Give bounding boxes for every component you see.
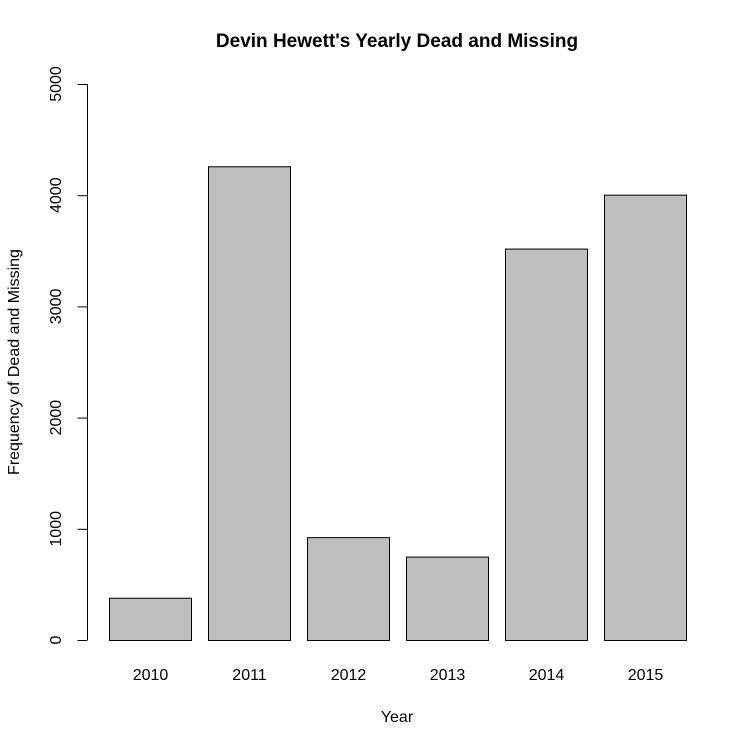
y-axis: 0 1000 2000 3000 4000 5000: [48, 66, 88, 644]
x-tick-label-2011: 2011: [232, 667, 267, 684]
bar-2014: [505, 248, 588, 642]
x-tick-label-2012: 2012: [331, 667, 367, 684]
x-axis-tick-labels: 2010 2011 2012 2013 2014 2015: [133, 667, 664, 684]
bar-2011: [208, 166, 291, 641]
y-tick-label-2000: 2000: [48, 400, 65, 436]
y-tick-label-3000: 3000: [48, 289, 65, 325]
x-tick-label-2013: 2013: [430, 667, 466, 684]
bars-group: [109, 166, 687, 642]
x-tick-label-2015: 2015: [628, 667, 664, 684]
bar-2010: [109, 597, 192, 642]
y-axis-label: Frequency of Dead and Missing: [6, 249, 23, 475]
x-axis-label: Year: [381, 709, 414, 726]
y-tick-label-5000: 5000: [48, 66, 65, 102]
x-tick-label-2010: 2010: [133, 667, 169, 684]
y-tick-label-4000: 4000: [48, 177, 65, 213]
x-tick-label-2014: 2014: [529, 667, 565, 684]
y-tick-label-1000: 1000: [48, 511, 65, 547]
bar-2012: [307, 537, 390, 642]
y-tick-label-0: 0: [48, 635, 65, 644]
bar-2015: [604, 194, 687, 641]
bar-2013: [406, 556, 489, 641]
chart-title: Devin Hewett's Yearly Dead and Missing: [216, 31, 578, 52]
